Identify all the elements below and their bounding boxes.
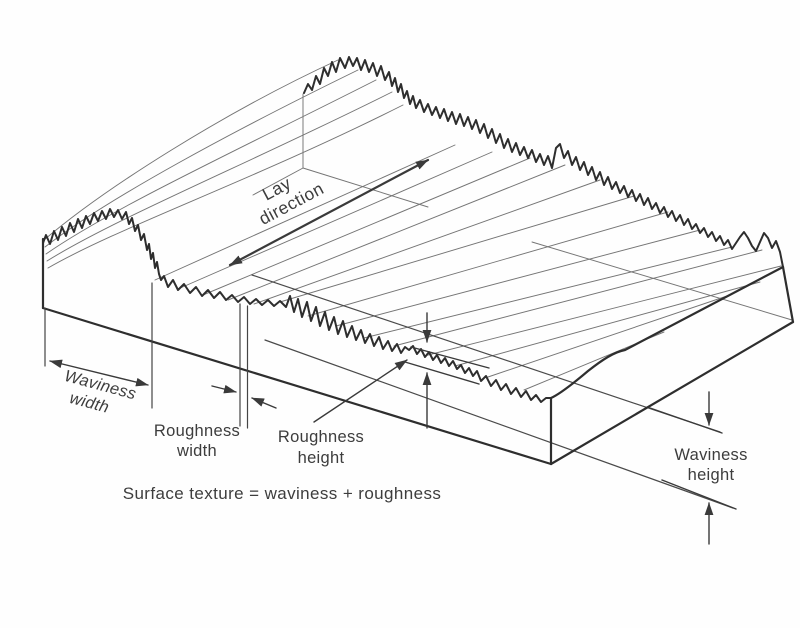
bottom-right-edge — [549, 320, 795, 466]
lay-direction-label: Lay direction — [255, 173, 327, 229]
roughness-height-brackets — [404, 346, 490, 385]
waviness-height-label-line2: height — [688, 466, 735, 484]
waviness-width-dimension-arrow — [49, 359, 149, 387]
bottom-front-edge — [41, 306, 553, 466]
roughness-width-arrow-left — [211, 384, 237, 394]
back-bottom-edge — [531, 241, 793, 321]
waviness-height-label-line1: Waviness — [674, 446, 747, 464]
block-edges — [41, 237, 795, 466]
roughness-height-label-line2: height — [298, 449, 345, 467]
waviness-crest-line — [251, 274, 721, 433]
right-top-waviness-edge — [549, 265, 785, 400]
extension-lines — [44, 282, 249, 429]
waviness-trough-line — [264, 339, 734, 509]
roughness-width-label-line2: width — [176, 442, 217, 460]
roughness-width-label-line1: Roughness — [154, 422, 240, 440]
front-roughness-profile — [42, 208, 552, 403]
lay-direction-arrow — [228, 158, 430, 267]
waviness-width-label: Waviness width — [62, 367, 138, 417]
waviness-reference-lines — [251, 274, 734, 509]
roughness-height-label-line1: Roughness — [278, 428, 364, 446]
roughness-height-label: Roughness height — [278, 428, 364, 467]
roughness-width-arrow-right — [251, 397, 277, 409]
back-roughness-profile — [303, 56, 784, 268]
back-right-corner-edge — [781, 265, 795, 324]
roughness-height-leader-arrow — [313, 359, 408, 423]
waviness-height-ref-ends — [649, 407, 737, 510]
lay-lines — [43, 59, 793, 391]
roughness-width-label: Roughness width — [154, 422, 240, 460]
surface-texture-caption: Surface texture = waviness + roughness — [123, 484, 442, 503]
waviness-height-label: Waviness height — [674, 446, 747, 484]
